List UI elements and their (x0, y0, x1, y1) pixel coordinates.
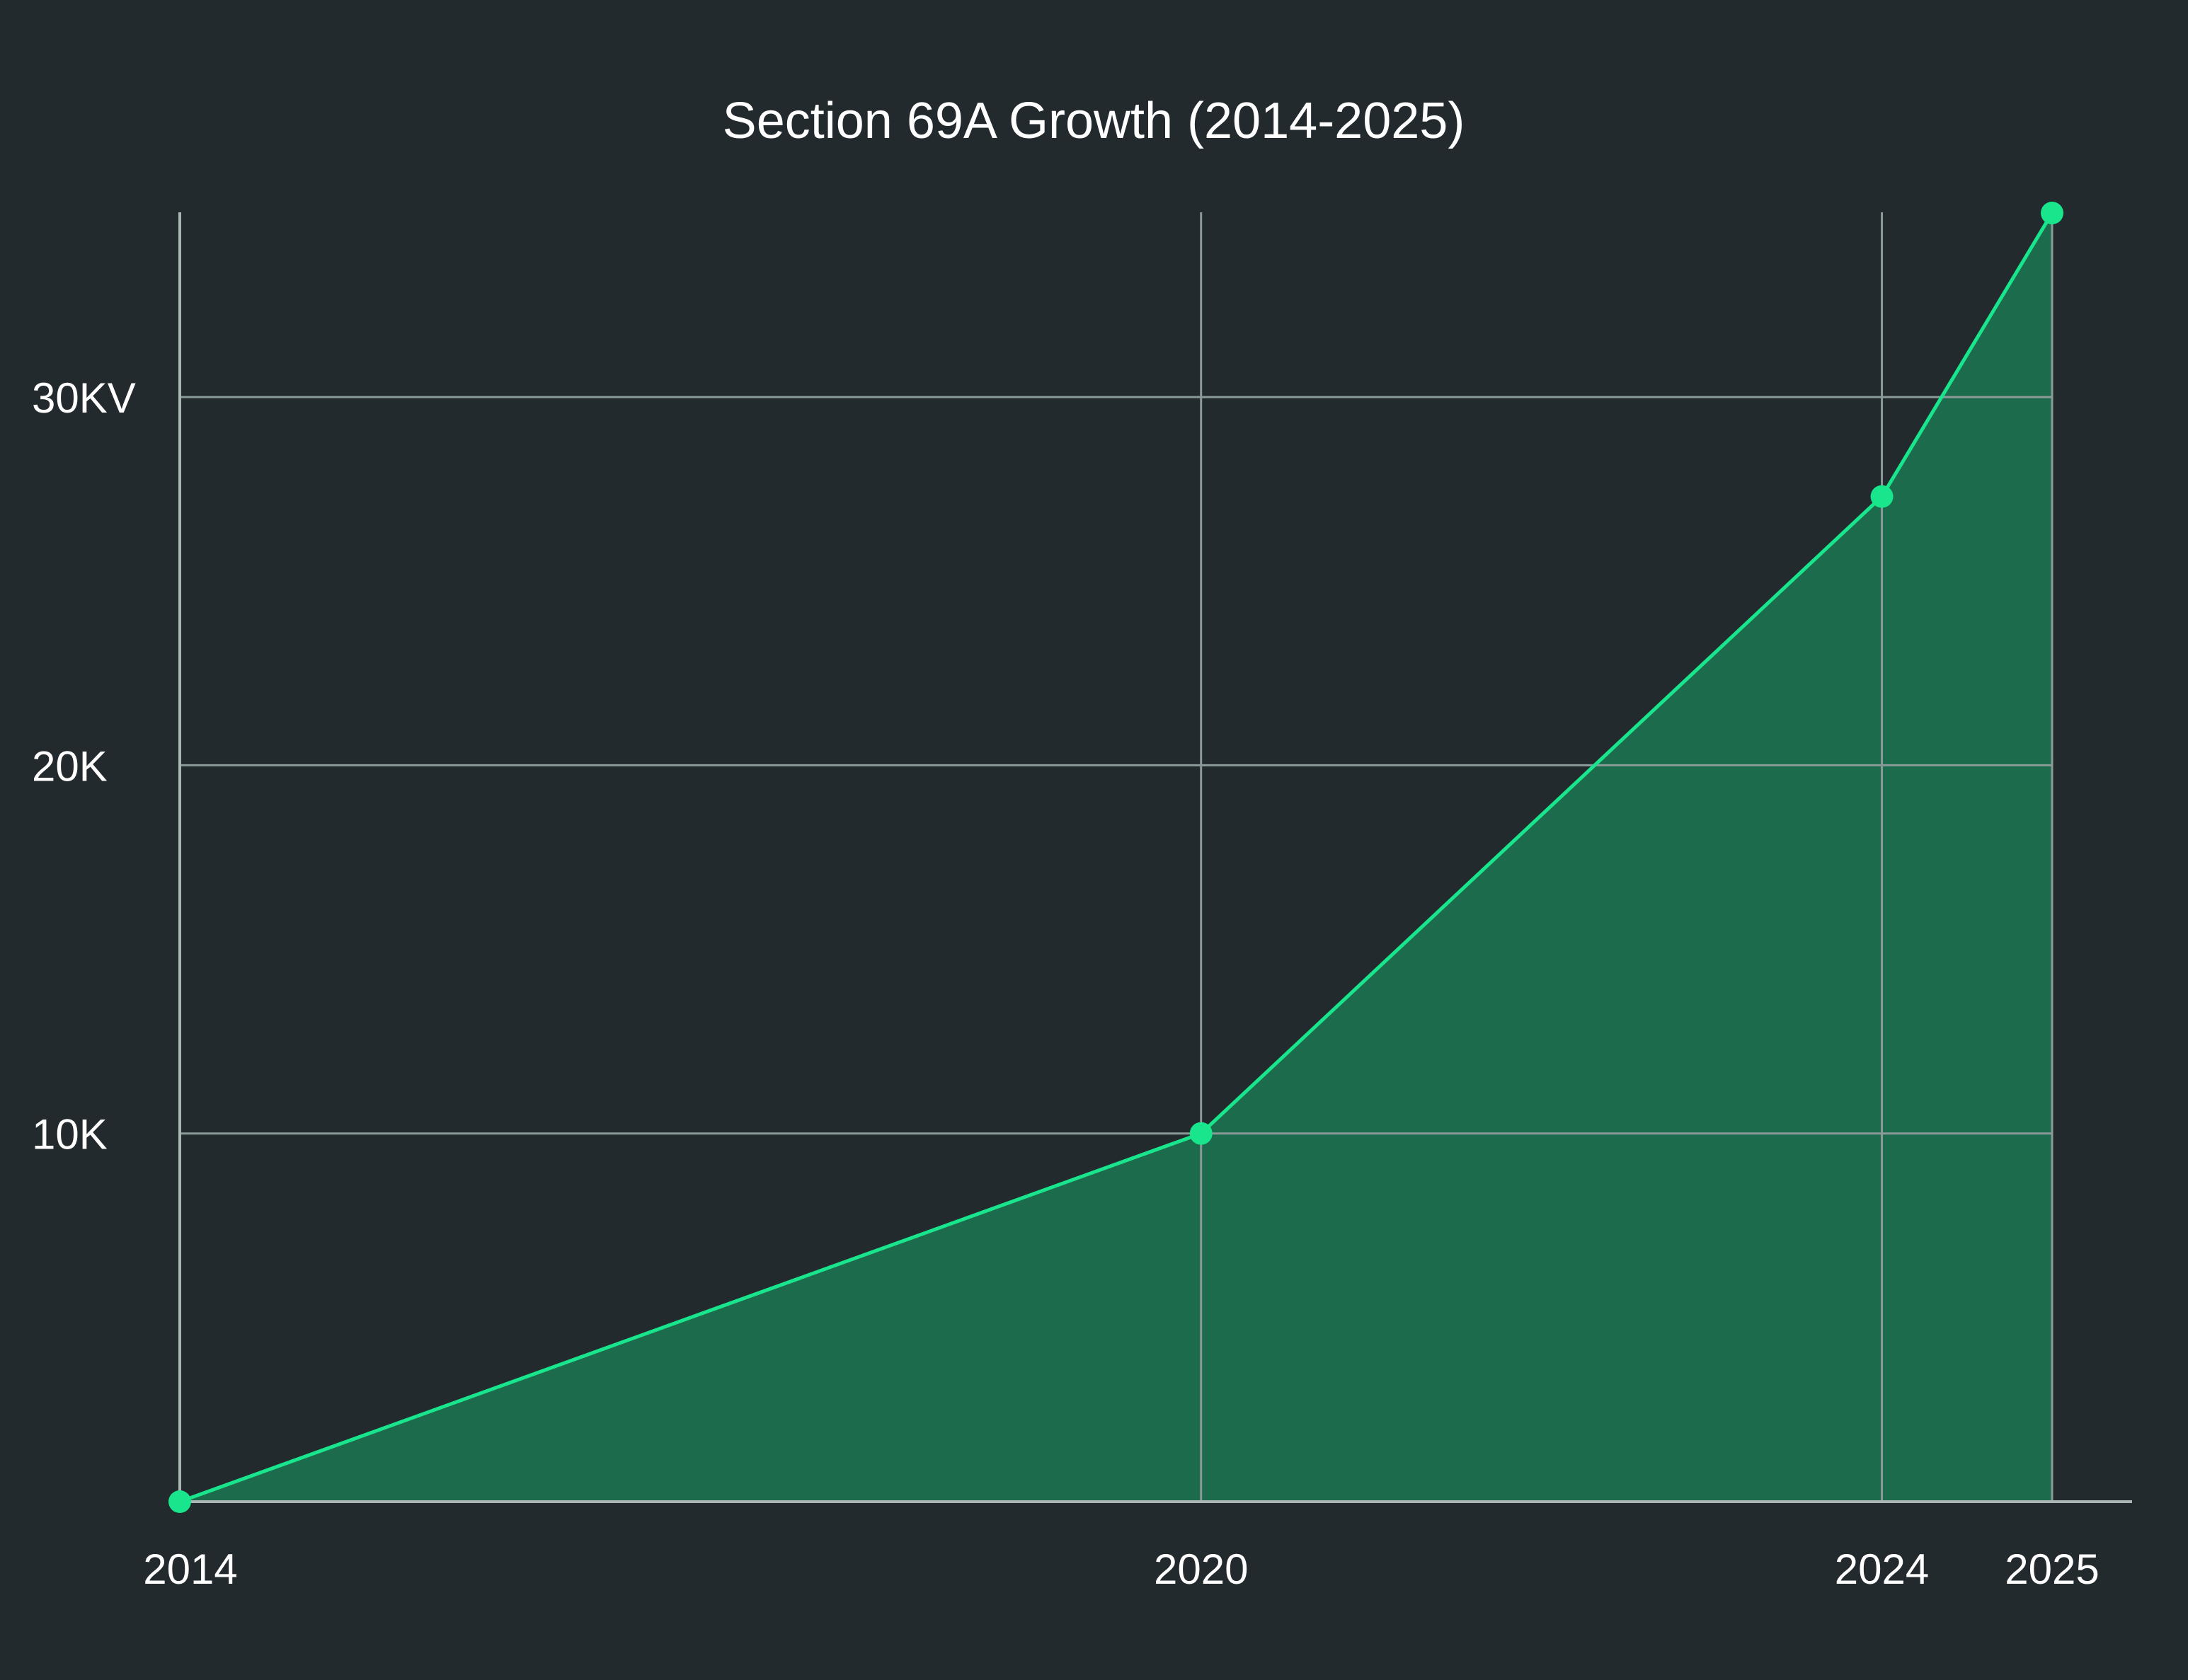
x-tick-label: 2025 (2005, 1546, 2099, 1593)
data-point-2014 (168, 1490, 191, 1513)
series-line (179, 212, 2054, 1504)
data-point-2024 (1870, 485, 1894, 508)
y-tick-label: 20K (32, 742, 108, 790)
x-tick-label: 2020 (1154, 1546, 1248, 1593)
chart-title: Section 69A Growth (2014-2025) (723, 93, 1465, 149)
x-tick-label: 2014 (143, 1546, 237, 1593)
data-point-2020 (1189, 1122, 1213, 1145)
y-tick-label: 30KV (32, 374, 136, 422)
x-tick-label: 2024 (1835, 1546, 1929, 1593)
data-point-2025 (2041, 202, 2063, 224)
area-fill (180, 213, 2052, 1502)
y-tick-label: 10K (32, 1111, 108, 1158)
